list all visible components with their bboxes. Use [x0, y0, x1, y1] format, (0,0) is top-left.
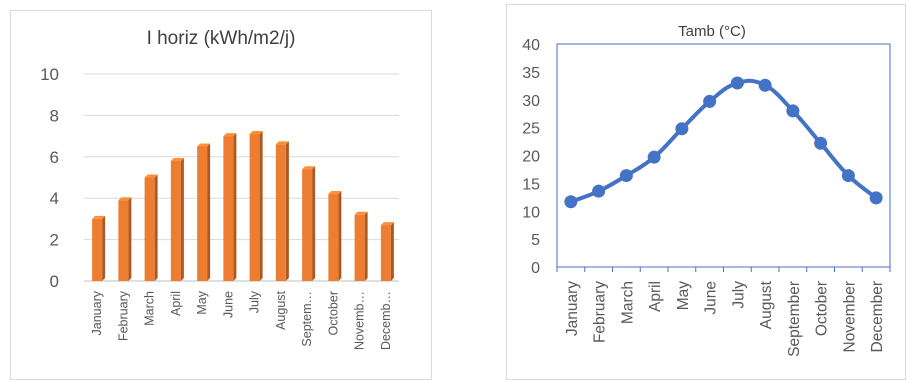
- x-tick-label: May: [195, 290, 209, 314]
- bar-top: [354, 211, 368, 215]
- y-tick-label: 15: [522, 176, 540, 193]
- chart-title: I horiz (kWh/m2/j): [147, 28, 296, 49]
- data-point: [814, 136, 828, 150]
- bar: [380, 225, 391, 281]
- irradiation-bar-chart: I horiz (kWh/m2/j) 0 2 4 6 8 10 January February…: [40, 28, 399, 350]
- bar-top: [328, 191, 342, 195]
- bar-side: [233, 133, 237, 281]
- bar-side: [207, 143, 211, 281]
- x-tick-label: July: [730, 281, 747, 309]
- temperature-line-chart: Tamb (°C) 0 5 10 15 20 25 30 35 40 January February…: [522, 23, 891, 357]
- data-point: [647, 150, 661, 164]
- x-tick-label: March: [619, 281, 636, 324]
- temperature-series-line: [570, 78, 878, 204]
- data-point: [869, 191, 883, 205]
- x-tick-label: October: [326, 291, 340, 335]
- y-tick-label: 20: [522, 149, 540, 166]
- data-point: [758, 78, 772, 92]
- bar: [275, 144, 286, 281]
- bar: [223, 136, 234, 281]
- temperature-chart-panel: Tamb (°C) 0 5 10 15 20 25 30 35 40 January February…: [506, 4, 906, 380]
- bar: [328, 194, 339, 281]
- x-tick-label: June: [221, 291, 235, 318]
- x-tick-label: October: [814, 281, 831, 336]
- bar: [144, 177, 155, 281]
- x-tick-label: February: [116, 290, 130, 341]
- bar: [354, 214, 365, 281]
- y-tick-label: 25: [522, 121, 540, 138]
- data-point: [564, 195, 578, 209]
- x-tick-label: Decemb…: [379, 291, 393, 350]
- bar-top: [275, 141, 289, 145]
- bar: [197, 146, 208, 281]
- x-tick-label: September: [786, 281, 803, 357]
- y-tick-label: 0: [531, 260, 540, 277]
- bar: [302, 169, 313, 281]
- bar: [92, 218, 103, 281]
- bar-top: [223, 133, 237, 137]
- y-tick-label: 4: [50, 189, 59, 208]
- data-point: [675, 122, 689, 136]
- x-tick-label: January: [564, 281, 581, 336]
- bar-top: [92, 215, 106, 219]
- bar-side: [128, 197, 132, 281]
- y-tick-label: 8: [50, 106, 59, 125]
- irradiation-chart-panel: I horiz (kWh/m2/j) 0 2 4 6 8 10 January February…: [10, 10, 432, 380]
- bar-side: [180, 157, 184, 281]
- y-tick-label: 10: [522, 204, 540, 221]
- plot-area-border: [556, 43, 891, 268]
- bar: [118, 200, 129, 281]
- y-tick-label: 5: [531, 232, 540, 249]
- x-tick-label: April: [169, 291, 183, 316]
- bar-top: [170, 157, 184, 161]
- x-tick-label: November: [841, 281, 858, 353]
- data-point: [841, 169, 855, 183]
- data-point: [703, 94, 717, 108]
- bar-side: [390, 222, 394, 281]
- bar-side: [312, 166, 316, 281]
- x-tick-label: August: [274, 290, 288, 329]
- bar-top: [302, 166, 316, 170]
- bar-top: [380, 222, 394, 226]
- bar-side: [338, 191, 342, 281]
- bar-side: [364, 211, 368, 281]
- data-point: [619, 169, 633, 183]
- bar-top: [144, 174, 158, 178]
- x-tick-label: June: [703, 281, 720, 315]
- y-tick-label: 6: [50, 148, 59, 167]
- bar-side: [102, 215, 106, 281]
- x-tick-label: July: [248, 290, 262, 313]
- bar-side: [285, 141, 289, 281]
- bar-top: [197, 143, 211, 147]
- bar-top: [249, 131, 263, 135]
- chart-title: Tamb (°C): [678, 23, 746, 40]
- x-tick-label: May: [675, 281, 692, 311]
- data-point: [592, 184, 606, 198]
- data-point: [730, 76, 744, 90]
- bar: [249, 134, 260, 281]
- x-tick-label: August: [758, 280, 775, 329]
- y-tick-label: 10: [40, 65, 59, 84]
- x-tick-label: Septem…: [300, 291, 314, 347]
- bar-side: [259, 131, 263, 281]
- x-tick-label: April: [647, 281, 664, 312]
- y-tick-label: 30: [522, 93, 540, 110]
- data-point: [786, 104, 800, 118]
- x-tick-label: December: [869, 281, 886, 353]
- y-tick-label: 35: [522, 65, 540, 82]
- x-tick-label: January: [90, 290, 104, 335]
- y-tick-label: 2: [50, 231, 59, 250]
- bar-top: [118, 197, 132, 201]
- x-tick-label: March: [143, 291, 157, 326]
- bar: [170, 160, 181, 281]
- y-tick-label: 40: [522, 37, 540, 54]
- bar-side: [154, 174, 158, 281]
- x-tick-label: February: [592, 281, 609, 343]
- y-tick-label: 0: [50, 272, 59, 291]
- x-tick-label: Novemb…: [353, 291, 367, 350]
